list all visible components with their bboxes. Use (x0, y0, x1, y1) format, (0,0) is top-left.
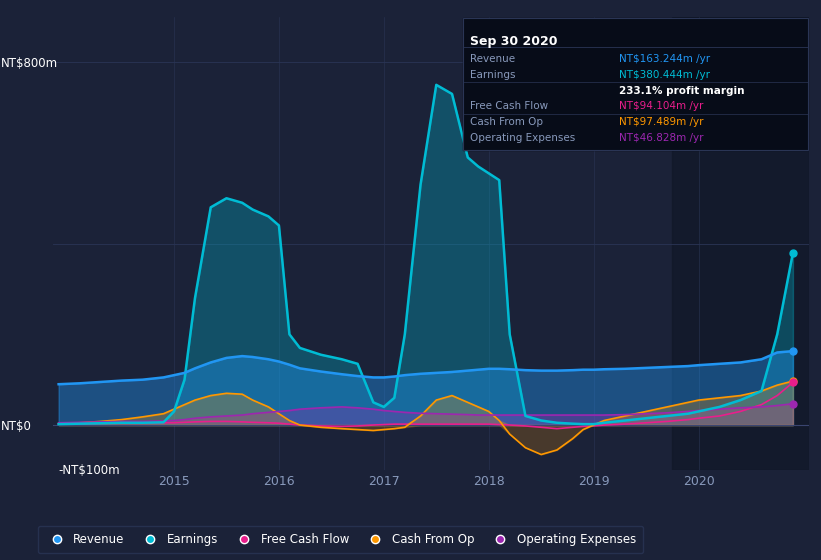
Text: -NT$100m: -NT$100m (58, 464, 120, 477)
Text: NT$94.104m /yr: NT$94.104m /yr (619, 101, 704, 111)
Text: Earnings: Earnings (470, 70, 515, 80)
Legend: Revenue, Earnings, Free Cash Flow, Cash From Op, Operating Expenses: Revenue, Earnings, Free Cash Flow, Cash … (38, 526, 643, 553)
Text: NT$46.828m /yr: NT$46.828m /yr (619, 133, 704, 143)
Text: NT$380.444m /yr: NT$380.444m /yr (619, 70, 710, 80)
Text: Cash From Op: Cash From Op (470, 117, 543, 127)
Text: Free Cash Flow: Free Cash Flow (470, 101, 548, 111)
Bar (672, 17, 809, 470)
Text: Operating Expenses: Operating Expenses (470, 133, 575, 143)
Text: Sep 30 2020: Sep 30 2020 (470, 35, 557, 48)
Text: NT$163.244m /yr: NT$163.244m /yr (619, 54, 710, 64)
Text: NT$97.489m /yr: NT$97.489m /yr (619, 117, 704, 127)
Text: 233.1% profit margin: 233.1% profit margin (619, 86, 745, 96)
Text: Revenue: Revenue (470, 54, 515, 64)
